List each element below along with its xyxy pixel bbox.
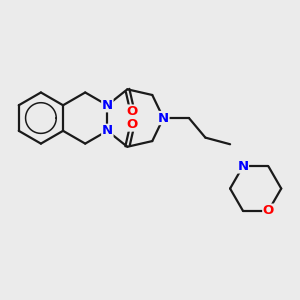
- Text: O: O: [127, 118, 138, 131]
- Text: N: N: [102, 124, 113, 137]
- Text: N: N: [237, 160, 248, 173]
- Text: O: O: [263, 204, 274, 217]
- Text: N: N: [158, 112, 169, 124]
- Text: N: N: [102, 99, 113, 112]
- Text: O: O: [127, 105, 138, 118]
